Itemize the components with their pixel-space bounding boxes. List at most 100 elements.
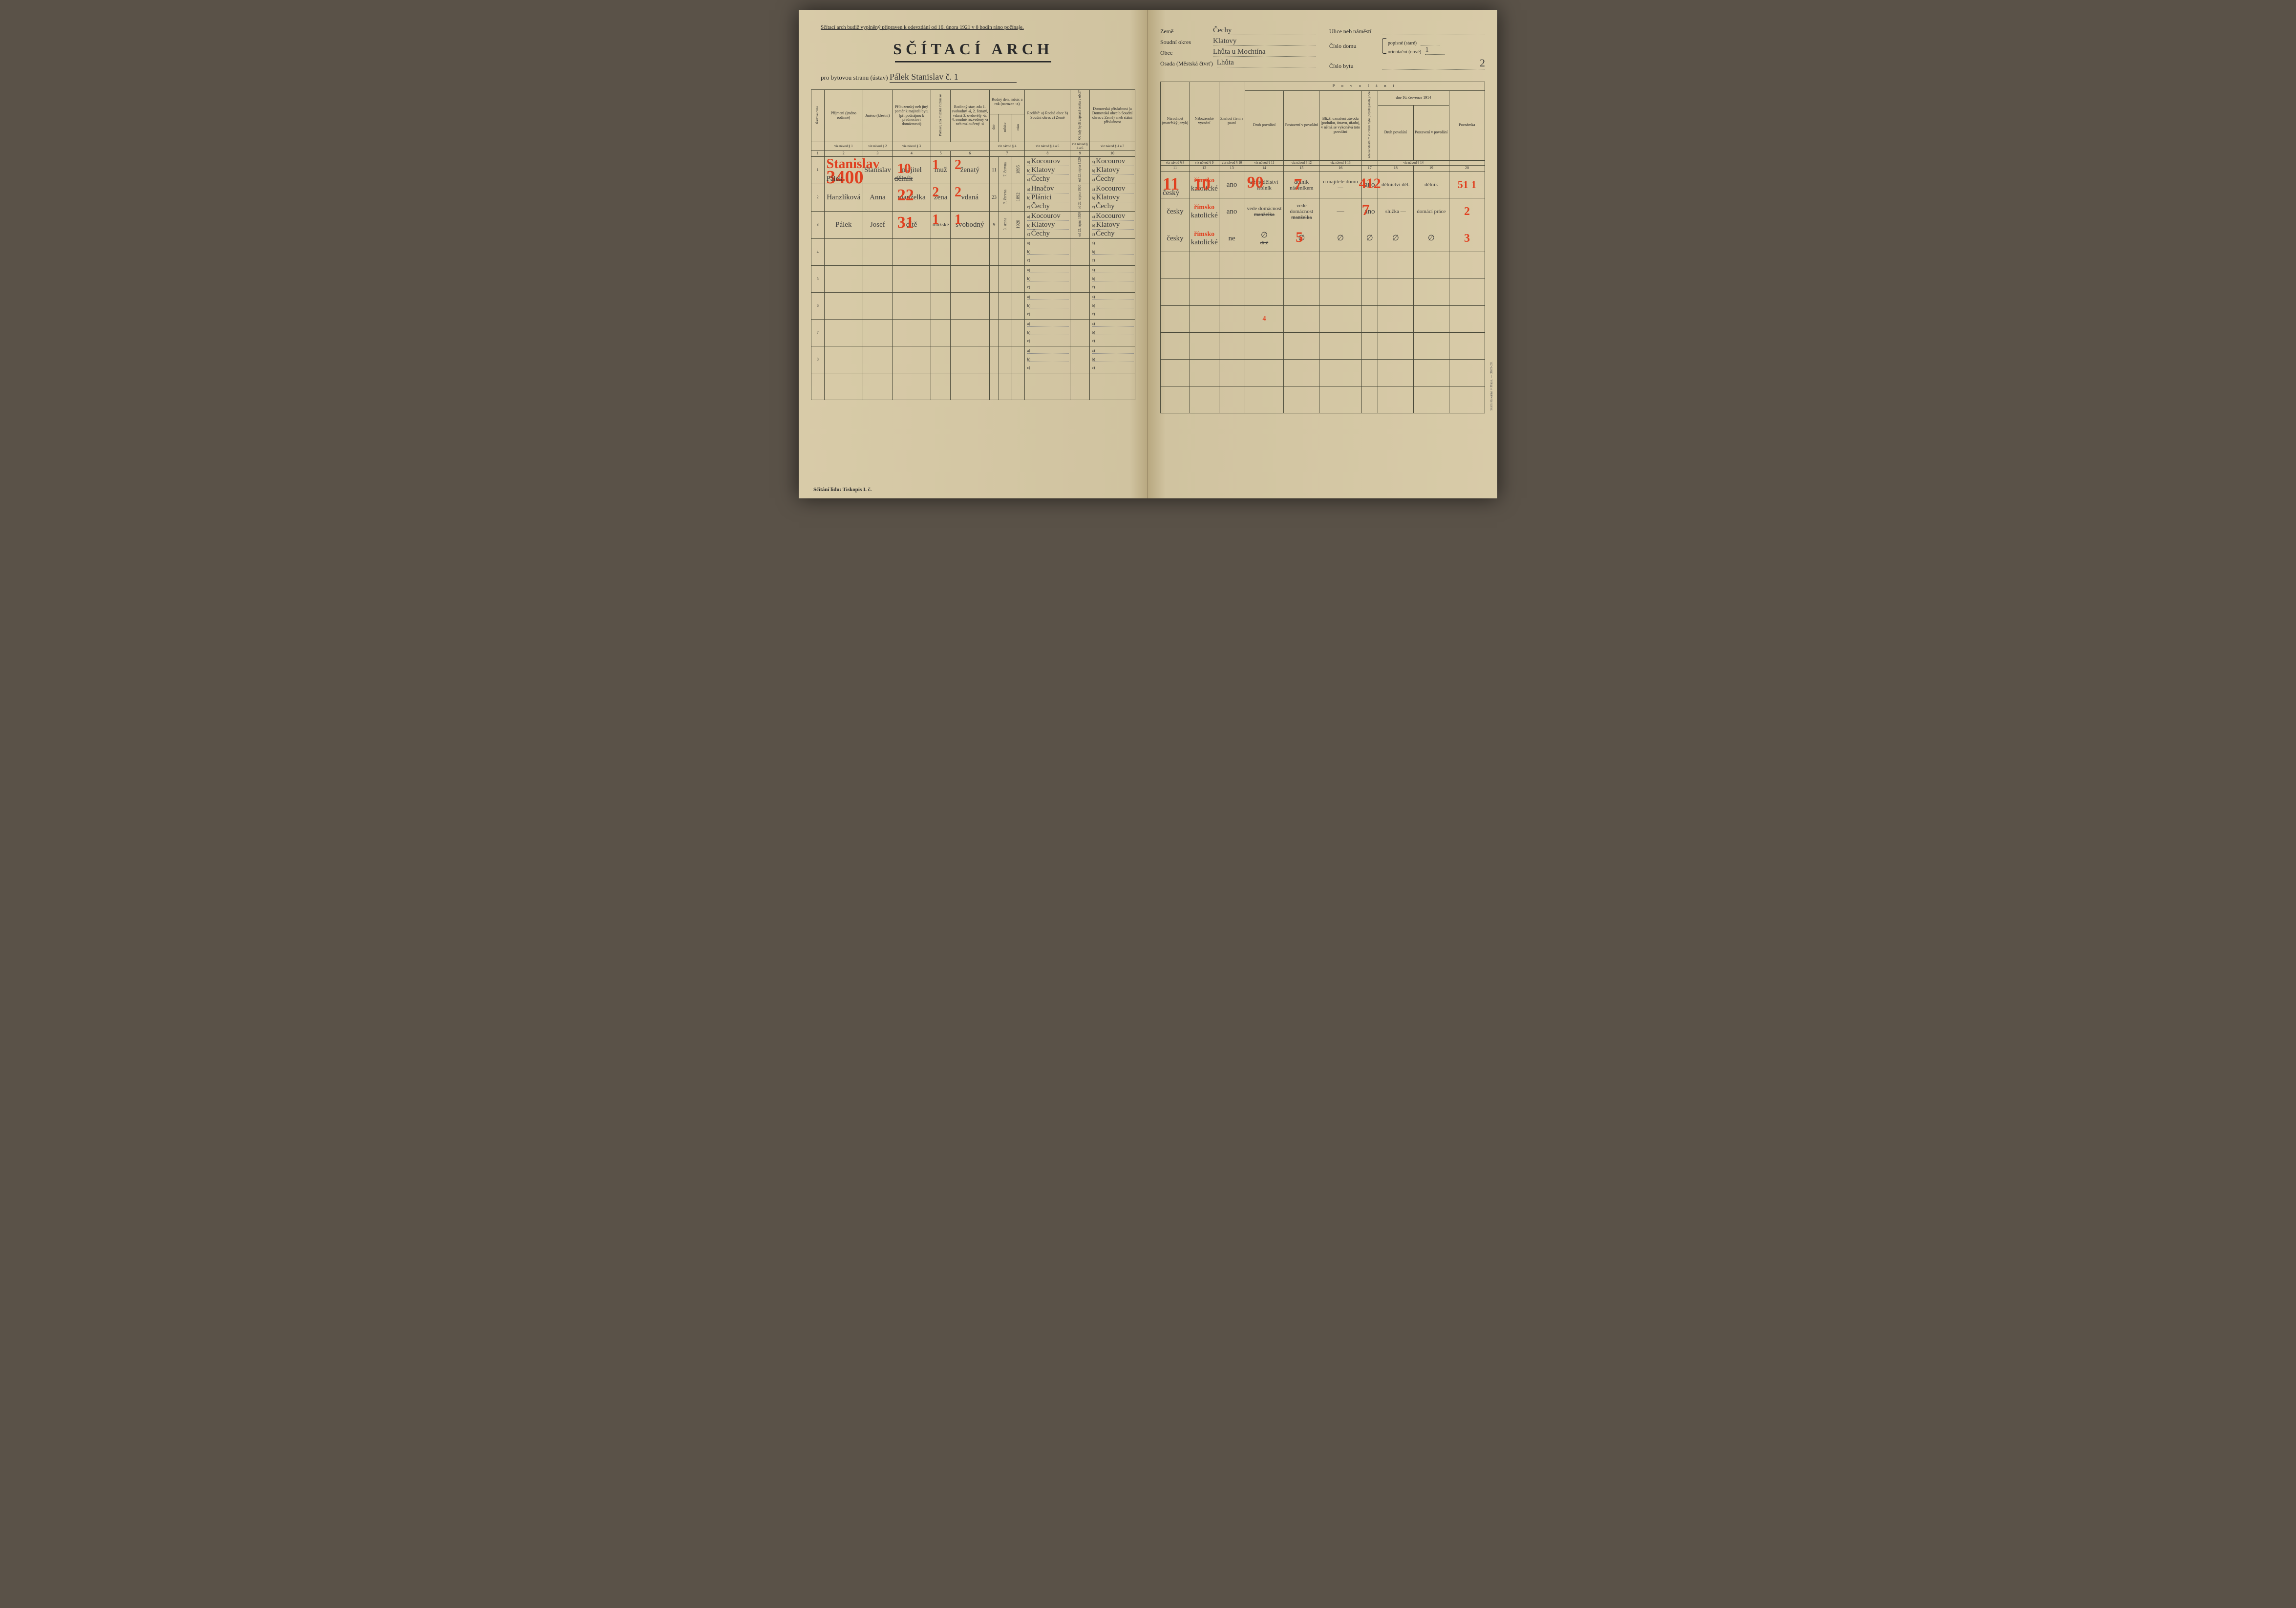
zeme-value: Čechy — [1213, 26, 1316, 35]
cell-19: domácí práce — [1413, 198, 1449, 225]
cell-birth: a) Kocourovb) Klatovyc) Čechy — [1025, 212, 1070, 239]
cell-19: dělník — [1413, 172, 1449, 198]
cell-14: vede domácnostmanželka — [1245, 198, 1284, 225]
main-title: SČÍTACÍ ARCH — [811, 40, 1135, 58]
col-7b: měsíce — [999, 114, 1012, 142]
col-3-header: Jméno (křestní) — [863, 90, 893, 142]
byt-label: Číslo bytu — [1329, 63, 1378, 70]
col-19-header: Postavení v povolání — [1413, 106, 1449, 161]
cell-sex: muž1 — [931, 157, 951, 184]
census-table-right: Národnost (mateřský jazyk) Náboženské vy… — [1160, 82, 1485, 413]
cell-surname: Hanzlíková — [824, 184, 863, 212]
cn-18: 18 — [1378, 166, 1413, 172]
nav-4: viz návod § 3 — [892, 142, 931, 150]
col-10-header: Domovská příslušnost (a Domovská obec b … — [1090, 90, 1135, 142]
table-row — [1161, 333, 1485, 360]
table-row: 8a)b)c)a)b)c) — [811, 346, 1135, 373]
orientacni-label: orientační (nové) — [1388, 49, 1422, 55]
col-8-header: Rodiště: a) Rodná obec b) Soudní okres c… — [1025, 90, 1070, 142]
cell-18: ∅ — [1378, 225, 1413, 252]
cell-19: ∅ — [1413, 225, 1449, 252]
cell-17: ano7 — [1361, 198, 1378, 225]
col-7-header: Rodný den, měsíc a rok (narozen -a) — [989, 90, 1025, 114]
printer-note: Státní tiskárna v Praze. — 3699-20. — [1489, 362, 1493, 410]
dum-label: Číslo domu — [1329, 43, 1378, 50]
cell-day: 11 — [989, 157, 999, 184]
nav-13: viz návod § 10 — [1219, 160, 1245, 166]
title-rule — [895, 61, 1051, 63]
col-6-header: Rodinný stav, zda 1. svobodný -á, 2. žen… — [951, 90, 990, 142]
cell-month: 7. června — [999, 157, 1012, 184]
cell-16: u majitele domu — — [1319, 172, 1361, 198]
cn-4: 4 — [892, 151, 931, 157]
zeme-label: Země — [1160, 28, 1209, 35]
document-spread: Sčítací arch budiž vyplněný připraven k … — [799, 10, 1497, 498]
table-row: 4a)b)c)a)b)c) — [811, 238, 1135, 265]
cell-num: 3 — [811, 212, 825, 239]
cell-17: ano412 — [1361, 172, 1378, 198]
nav-11: viz návod § 8 — [1161, 160, 1190, 166]
nav-8: viz návod § 4 a 5 — [1025, 142, 1070, 150]
cell-12: římskokatolické — [1190, 198, 1219, 225]
table-body-right: 11český římskokatolické10 ano zemědělstv… — [1161, 172, 1485, 413]
cell-13: ano — [1219, 198, 1245, 225]
col-9-header: Od kdy bydlí zapsaná osoba v obci? — [1070, 90, 1090, 142]
cell-surname: Pálek — [824, 212, 863, 239]
col-16-header: Bližší označení závodu (podniku, ústavu,… — [1319, 91, 1361, 161]
osada-label: Osada (Městská čtvrť) — [1160, 60, 1213, 67]
cn-14: 14 — [1245, 166, 1284, 172]
nav-7: viz návod § 4 — [989, 142, 1025, 150]
obec-label: Obec — [1160, 49, 1209, 57]
cell-14: zemědělství90Rolník — [1245, 172, 1284, 198]
table-row: česky římskokatolické ne ∅dítě ∅5 ∅ ∅ ∅ … — [1161, 225, 1485, 252]
cn-11: 11 — [1161, 166, 1190, 172]
cell-year: 1920 — [1012, 212, 1025, 239]
left-page: Sčítací arch budiž vyplněný připraven k … — [799, 10, 1148, 498]
table-body-left: 1 Stanislav 3400 Pálek Stanislav majitel… — [811, 157, 1135, 400]
table-row — [1161, 279, 1485, 306]
cn-7: 7 — [989, 151, 1025, 157]
cell-relation: manželka22 — [892, 184, 931, 212]
cell-13: ano — [1219, 172, 1245, 198]
cn-16: 16 — [1319, 166, 1361, 172]
col-11-header: Národnost (mateřský jazyk) — [1161, 82, 1190, 161]
nav-20 — [1449, 160, 1485, 166]
header-left-col: ZeměČechy Soudní okresKlatovy ObecLhůta … — [1160, 24, 1316, 72]
okres-label: Soudní okres — [1160, 39, 1209, 46]
cell-since: od 22. srpna 1920 — [1070, 184, 1090, 212]
table-row: 1 Stanislav 3400 Pálek Stanislav majitel… — [811, 157, 1135, 184]
cell-dom: a) Kocourovb) Klatovyc) Čechy — [1090, 212, 1135, 239]
cn-5: 5 — [931, 151, 951, 157]
header-right-col: Ulice neb náměstí Číslo domu popisné (st… — [1329, 24, 1485, 72]
cell-15: dělník7nádeníkem — [1284, 172, 1319, 198]
popisne-label: popisné (staré) — [1388, 41, 1417, 46]
footer-left: Sčítání lidu: Tiskopis I. č. — [813, 487, 872, 493]
cell-dom: a) Kocourovb) Klatovyc) Čechy — [1090, 184, 1135, 212]
cell-12: římskokatolické — [1190, 225, 1219, 252]
cell-15: ∅5 — [1284, 225, 1319, 252]
col-17-header: zda ve vlastním či cizím bytě (obydlí) a… — [1361, 91, 1378, 161]
col-14-header: Druh povolání — [1245, 91, 1284, 161]
table-row: 2 Hanzlíková Anna manželka22 žena2 vdaná… — [811, 184, 1135, 212]
cn-19: 19 — [1413, 166, 1449, 172]
col-15-header: Postavení v povolání — [1284, 91, 1319, 161]
cell-17: ∅ — [1361, 225, 1378, 252]
cell-20: 2 — [1449, 198, 1485, 225]
subtitle-label: pro bytovou stranu (ústav) — [821, 74, 888, 81]
header-right-block: ZeměČechy Soudní okresKlatovy ObecLhůta … — [1160, 24, 1485, 82]
cell-15: vede domácnostmanželka — [1284, 198, 1319, 225]
census-table-left: Řadové číslo Příjmení (jméno rodinné) Jm… — [811, 89, 1135, 400]
table-row — [1161, 386, 1485, 413]
cell-year: 1895 — [1012, 157, 1025, 184]
cell-18: dělnictví děl. — [1378, 172, 1413, 198]
table-row — [1161, 252, 1485, 279]
cell-since: od 22. srpna 1920 — [1070, 212, 1090, 239]
cell-day: 9 — [989, 212, 999, 239]
col-1-header: Řadové číslo — [811, 90, 825, 142]
cell-dom: a) Kocourovb) Klatovyc) Čechy — [1090, 157, 1135, 184]
cell-given: Anna — [863, 184, 893, 212]
nav-12: viz návod § 9 — [1190, 160, 1219, 166]
table-row: 5a)b)c)a)b)c) — [811, 265, 1135, 292]
cn-12: 12 — [1190, 166, 1219, 172]
col-4-header: Příbuzenský neb jiný poměr k majiteli by… — [892, 90, 931, 142]
